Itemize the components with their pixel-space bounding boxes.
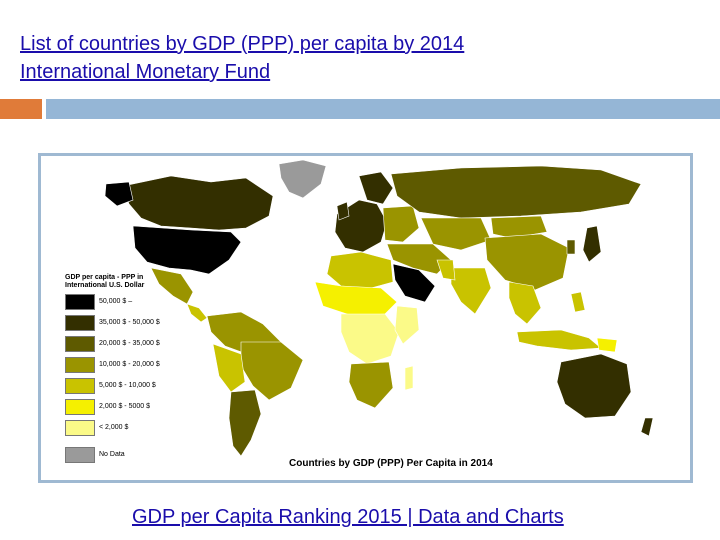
legend-label: 2,000 $ - 5000 $: [99, 403, 150, 410]
russia: [390, 165, 642, 219]
southern-cone: [228, 389, 262, 457]
india: [450, 267, 492, 315]
philippines: [570, 291, 586, 313]
legend-item: No Data: [65, 443, 155, 464]
canada: [122, 175, 274, 231]
legend-swatch: [65, 294, 95, 310]
legend-item: 2,000 $ - 5000 $: [65, 395, 155, 416]
legend-label: 35,000 $ - 50,000 $: [99, 319, 160, 326]
australia: [556, 353, 632, 419]
accent-bar-blue: [46, 99, 720, 119]
alaska: [104, 181, 134, 207]
legend-item: 20,000 $ - 35,000 $: [65, 332, 160, 353]
japan: [582, 225, 602, 263]
map-caption: Countries by GDP (PPP) Per Capita in 201…: [289, 458, 493, 469]
southern-africa: [348, 361, 394, 409]
arabia: [392, 263, 436, 303]
title-line-2[interactable]: International Monetary Fund: [20, 61, 271, 83]
new-zealand: [640, 417, 654, 437]
indonesia: [516, 329, 602, 351]
papua: [596, 337, 618, 353]
east-africa: [394, 305, 420, 345]
legend-swatch: [65, 399, 95, 415]
legend-item: 5,000 $ - 10,000 $: [65, 374, 156, 395]
sahel: [314, 281, 398, 317]
legend-title: GDP per capita - PPP in International U.…: [65, 274, 145, 289]
central-america: [186, 303, 208, 323]
world-map-image: GDP per capita - PPP in International U.…: [38, 153, 693, 483]
turkey-iran: [386, 243, 452, 275]
legend-swatch: [65, 447, 95, 463]
legend-item: < 2,000 $: [65, 416, 155, 437]
accent-bar-orange: [0, 99, 42, 119]
usa: [132, 225, 242, 275]
central-asia: [420, 217, 492, 251]
eastern-europe: [382, 205, 420, 243]
korea: [566, 239, 576, 255]
legend-item: 50,000 $ –: [65, 290, 155, 311]
legend-item: 35,000 $ - 50,000 $: [65, 311, 160, 332]
legend-label: 5,000 $ - 10,000 $: [99, 382, 156, 389]
legend-label: No Data: [99, 451, 125, 458]
legend-swatch: [65, 315, 95, 331]
legend-label: 20,000 $ - 35,000 $: [99, 340, 160, 347]
legend-swatch: [65, 336, 95, 352]
title-link[interactable]: List of countries by GDP (PPP) per capit…: [20, 30, 660, 86]
madagascar: [404, 365, 414, 391]
world-map-svg: [104, 159, 654, 457]
legend-swatch: [65, 420, 95, 436]
mexico: [150, 267, 194, 305]
central-africa: [340, 313, 400, 365]
map-legend: GDP per capita - PPP in International U.…: [65, 274, 160, 464]
north-africa: [326, 251, 394, 289]
southeast-asia: [508, 281, 542, 325]
legend-label: 50,000 $ –: [99, 298, 133, 305]
scandinavia: [358, 171, 394, 205]
uk: [336, 201, 350, 221]
legend-swatch: [65, 378, 95, 394]
legend-label: < 2,000 $: [99, 424, 129, 431]
legend-label: 10,000 $ - 20,000 $: [99, 361, 160, 368]
china: [484, 233, 570, 291]
andes: [212, 343, 246, 393]
source-link[interactable]: GDP per Capita Ranking 2015 | Data and C…: [132, 506, 564, 528]
legend-swatch: [65, 357, 95, 373]
pakistan: [436, 259, 456, 281]
legend-item: 10,000 $ - 20,000 $: [65, 353, 160, 374]
greenland: [278, 159, 327, 199]
title-line-1[interactable]: List of countries by GDP (PPP) per capit…: [20, 33, 465, 55]
